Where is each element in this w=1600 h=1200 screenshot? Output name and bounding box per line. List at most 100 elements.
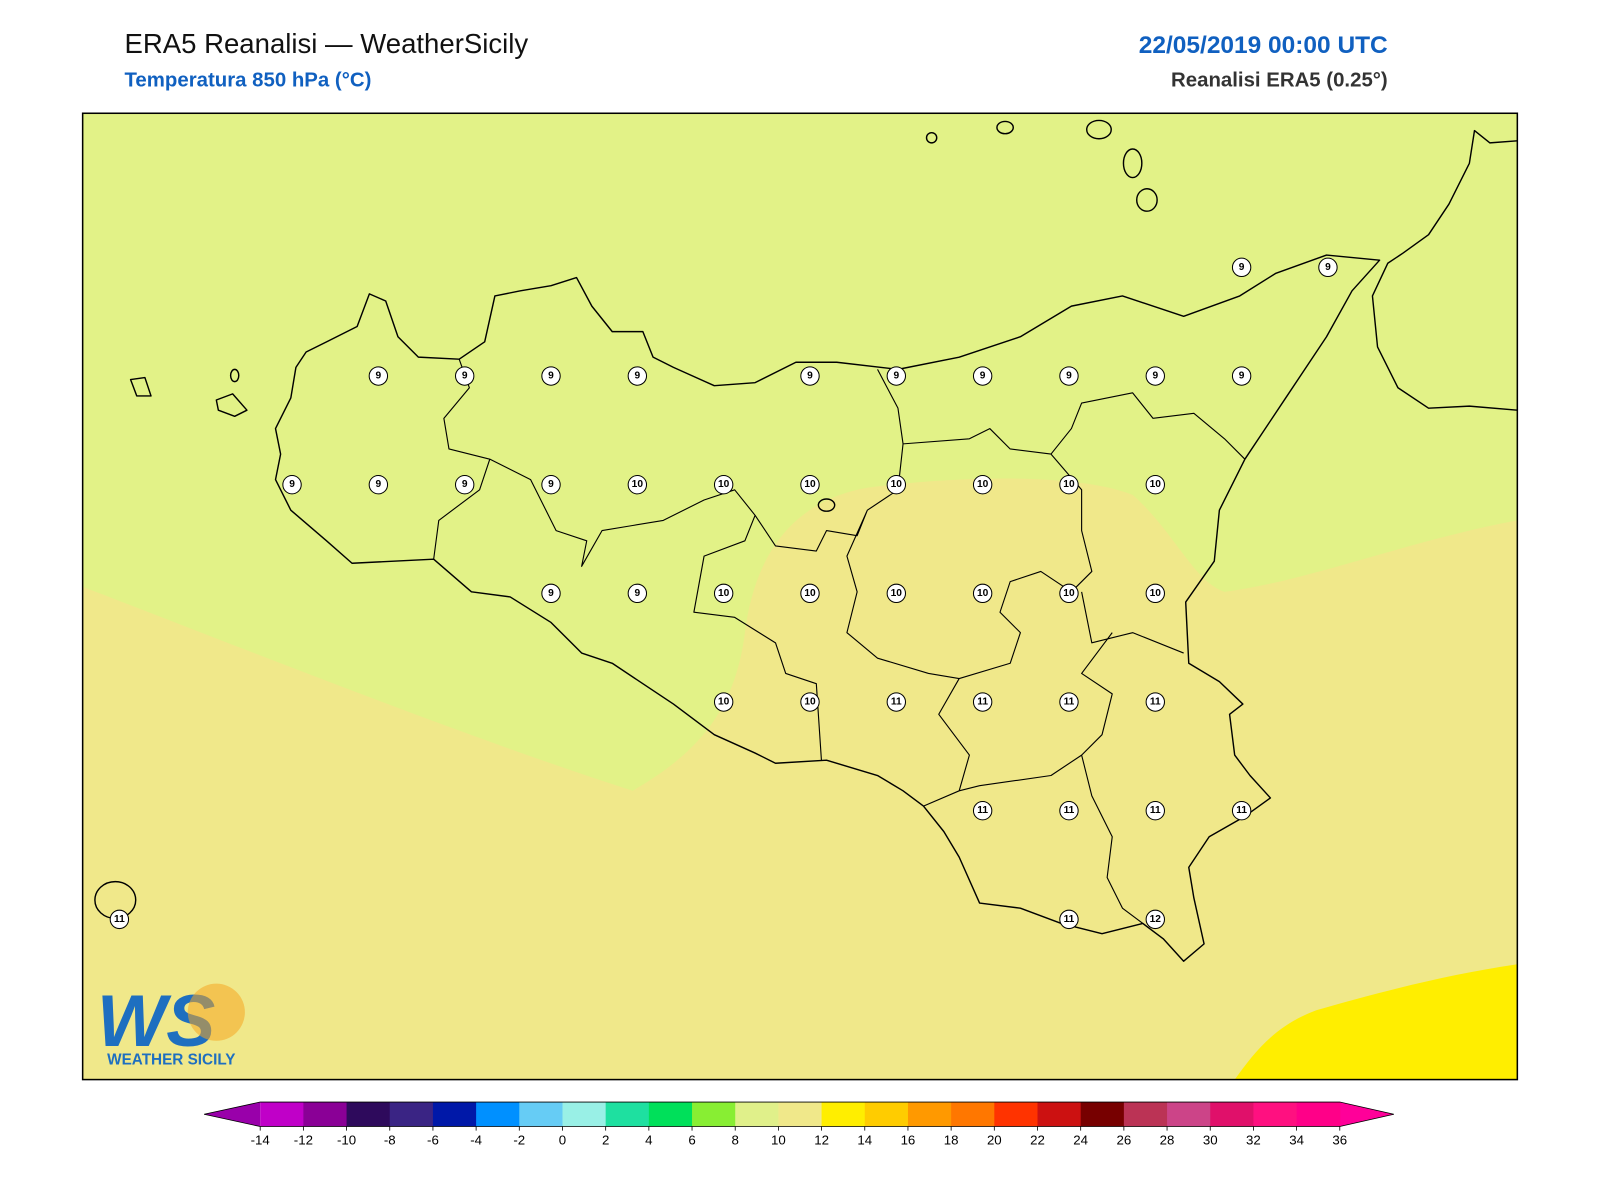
- station-value: 11: [1236, 805, 1247, 816]
- colorbar-tick-label: 28: [1160, 1132, 1175, 1147]
- station-value: 9: [376, 371, 382, 382]
- colorbar-box: [1037, 1102, 1082, 1127]
- station-value: 9: [807, 371, 813, 382]
- colorbar-tick-label: 32: [1246, 1132, 1261, 1147]
- station-marker: [541, 366, 561, 386]
- province-borders: [433, 358, 1246, 924]
- colorbar-tick-label: -8: [384, 1132, 396, 1147]
- station-value: 9: [462, 479, 468, 490]
- station-marker: [800, 692, 820, 712]
- colorbar-box: [735, 1102, 779, 1127]
- colorbar-box: [1123, 1102, 1168, 1127]
- station-value: 11: [1150, 805, 1161, 816]
- station-value: 11: [977, 697, 988, 708]
- colorbar-tick-label: 24: [1073, 1132, 1088, 1147]
- station-value: 9: [1239, 371, 1245, 382]
- map-frame: [81, 112, 1519, 1081]
- station-value: 10: [804, 479, 816, 490]
- colorbar-tick-label: 34: [1289, 1132, 1304, 1147]
- colorbar-over: [1339, 1102, 1394, 1127]
- colorbar-box: [1210, 1102, 1254, 1127]
- logo: WS WEATHER SICILY: [97, 979, 245, 1068]
- colorbar-tick-label: 30: [1203, 1132, 1218, 1147]
- colorbar-tick-label: 20: [987, 1132, 1002, 1147]
- station-value: 11: [1150, 697, 1161, 708]
- field-12-14: [1234, 964, 1518, 1080]
- station-value: 9: [1152, 371, 1158, 382]
- station-value: 9: [548, 588, 554, 599]
- station-value: 9: [1325, 262, 1331, 273]
- station-value: 9: [980, 371, 986, 382]
- station-marker: [541, 583, 561, 604]
- station-marker: [454, 474, 475, 495]
- station-marker: [368, 366, 389, 386]
- colorbar-box: [346, 1102, 391, 1127]
- colorbar-box: [1167, 1102, 1211, 1127]
- station-marker: [1059, 909, 1079, 930]
- station-marker: [713, 474, 734, 495]
- field-10-12: [82, 478, 1518, 1080]
- colorbar-tick-label: 4: [645, 1132, 652, 1147]
- colorbar-box: [476, 1102, 520, 1127]
- colorbar-tick-label: 6: [688, 1132, 695, 1147]
- colorbar-tick-label: -14: [251, 1132, 270, 1147]
- station-marker: [1145, 909, 1165, 930]
- colorbar-box: [692, 1102, 736, 1127]
- colorbar-tick-label: 2: [602, 1132, 609, 1147]
- colorbar-box: [907, 1102, 952, 1127]
- station-value: 11: [1064, 914, 1075, 925]
- colorbar-box: [389, 1102, 434, 1127]
- colorbar-tick-label: 16: [901, 1132, 916, 1147]
- colorbar-box: [1080, 1102, 1125, 1127]
- colorbar-box: [303, 1102, 348, 1127]
- colorbar-tick-label: -10: [337, 1132, 356, 1147]
- station-marker: [886, 474, 907, 495]
- station-value: 9: [893, 371, 899, 382]
- station-marker: [1145, 583, 1165, 604]
- station-marker: [800, 474, 820, 495]
- station-value: 11: [1064, 697, 1075, 708]
- station-marker: [972, 366, 993, 386]
- colorbar-tick-label: 12: [814, 1132, 829, 1147]
- colorbar-tick-label: -2: [513, 1132, 525, 1147]
- station-marker: [972, 583, 993, 604]
- station-marker: [541, 474, 561, 495]
- colorbar-box: [432, 1102, 477, 1127]
- station-value: 10: [977, 588, 989, 599]
- station-marker: [800, 366, 820, 386]
- colorbar-under: [204, 1102, 261, 1127]
- station-marker: [1231, 366, 1252, 386]
- station-marker: [886, 583, 907, 604]
- colorbar-box: [821, 1102, 866, 1127]
- station-marker: [627, 583, 648, 604]
- colorbar-box: [951, 1102, 995, 1127]
- date: 22/05/2019 00:00 UTC: [1139, 32, 1388, 59]
- station-marker: [1145, 801, 1165, 821]
- station-marker: [1059, 583, 1079, 604]
- colorbar-box: [519, 1102, 563, 1127]
- station-marker: [713, 692, 734, 712]
- station-marker: [1059, 474, 1079, 495]
- colorbar-tick-label: 14: [857, 1132, 872, 1147]
- station-value: 10: [718, 588, 730, 599]
- station-marker: [1059, 366, 1079, 386]
- station-marker: [454, 366, 475, 386]
- station-marker: [627, 474, 648, 495]
- colorbar-box: [648, 1102, 693, 1127]
- colorbar-tick-label: 18: [944, 1132, 959, 1147]
- colorbar-box: [864, 1102, 909, 1127]
- station-value: 10: [977, 479, 989, 490]
- station-marker: [972, 474, 993, 495]
- station-value: 10: [804, 588, 816, 599]
- station-marker: [972, 801, 993, 821]
- colorbar-tick-label: 36: [1332, 1132, 1347, 1147]
- station-value: 9: [376, 479, 382, 490]
- colorbar-tick-label: -6: [427, 1132, 439, 1147]
- station-value: 10: [1063, 588, 1075, 599]
- colorbar-box: [1296, 1102, 1341, 1127]
- station-value: 10: [1063, 479, 1075, 490]
- station-value: 9: [1066, 371, 1072, 382]
- station-value: 10: [891, 588, 903, 599]
- station-marker: [1145, 366, 1165, 386]
- station-value: 9: [548, 479, 554, 490]
